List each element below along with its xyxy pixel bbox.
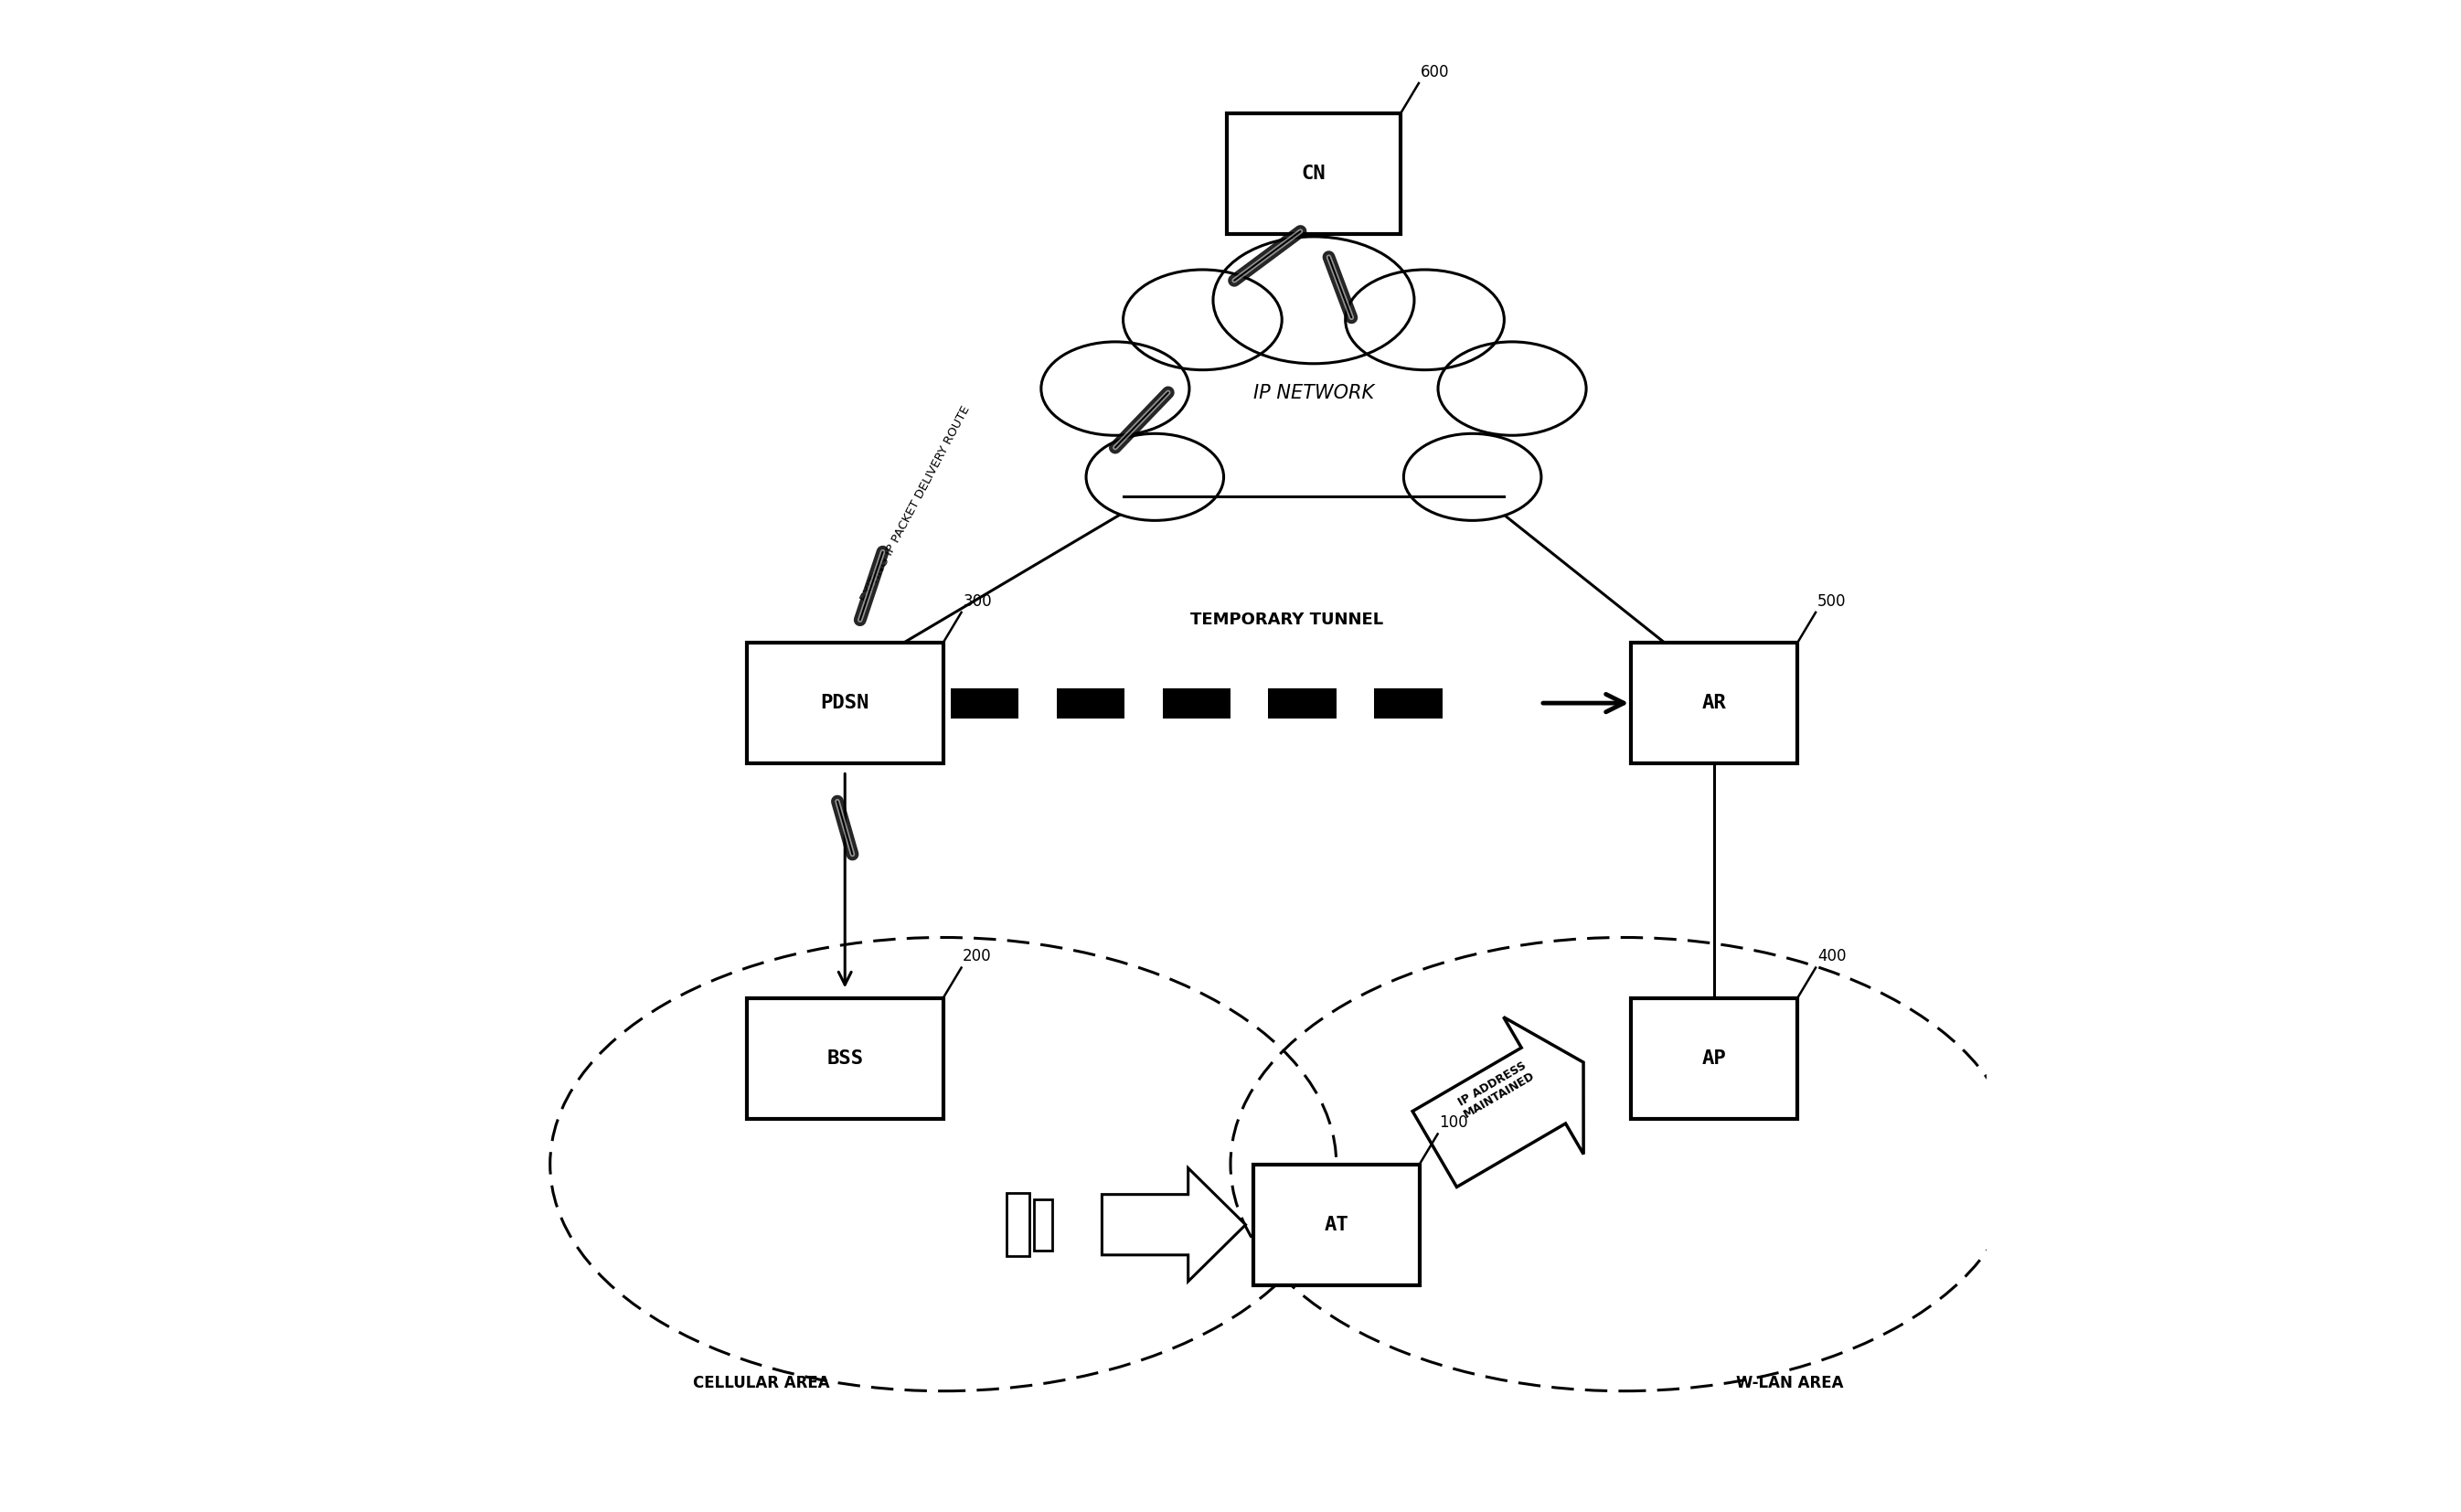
Bar bbox=[1632, 998, 1797, 1119]
Bar bbox=[1632, 643, 1797, 764]
Text: IP ADDRESS
MAINTAINED: IP ADDRESS MAINTAINED bbox=[1454, 1058, 1536, 1120]
Bar bbox=[1253, 1164, 1420, 1285]
Text: IP NETWORK: IP NETWORK bbox=[1253, 384, 1373, 402]
Ellipse shape bbox=[1403, 434, 1541, 520]
FancyArrow shape bbox=[1413, 1018, 1582, 1187]
Bar bbox=[1373, 688, 1442, 718]
Bar bbox=[1162, 688, 1230, 718]
Ellipse shape bbox=[1142, 310, 1486, 487]
Text: 100: 100 bbox=[1440, 1114, 1469, 1131]
Text: 600: 600 bbox=[1420, 64, 1450, 80]
Text: BSS: BSS bbox=[827, 1049, 864, 1067]
Bar bbox=[1267, 688, 1336, 718]
Bar bbox=[950, 688, 1019, 718]
Text: TEMPORARY TUNNEL: TEMPORARY TUNNEL bbox=[1191, 612, 1383, 627]
Ellipse shape bbox=[1346, 269, 1504, 370]
Text: 200: 200 bbox=[962, 948, 992, 965]
Bar bbox=[746, 998, 943, 1119]
Text: CN: CN bbox=[1302, 165, 1326, 183]
Bar bbox=[746, 643, 943, 764]
Text: AR: AR bbox=[1703, 694, 1728, 712]
Ellipse shape bbox=[1085, 434, 1223, 520]
Text: 300: 300 bbox=[962, 593, 992, 609]
Ellipse shape bbox=[1437, 342, 1587, 435]
Text: PDSN: PDSN bbox=[820, 694, 869, 712]
Bar bbox=[1056, 688, 1125, 718]
Ellipse shape bbox=[1213, 237, 1415, 363]
Text: EXITING IP PACKET DELIVERY ROUTE: EXITING IP PACKET DELIVERY ROUTE bbox=[859, 404, 972, 603]
Text: AT: AT bbox=[1324, 1216, 1349, 1234]
FancyArrow shape bbox=[1103, 1167, 1245, 1282]
Bar bbox=[1034, 1199, 1051, 1250]
Bar bbox=[1007, 1193, 1029, 1256]
Text: W-LAN AREA: W-LAN AREA bbox=[1737, 1376, 1843, 1391]
Bar bbox=[1226, 113, 1400, 234]
Ellipse shape bbox=[1122, 269, 1282, 370]
Ellipse shape bbox=[1041, 342, 1189, 435]
Text: AP: AP bbox=[1703, 1049, 1728, 1067]
Text: CELLULAR AREA: CELLULAR AREA bbox=[694, 1376, 829, 1391]
Text: 400: 400 bbox=[1816, 948, 1846, 965]
Text: 500: 500 bbox=[1816, 593, 1846, 609]
